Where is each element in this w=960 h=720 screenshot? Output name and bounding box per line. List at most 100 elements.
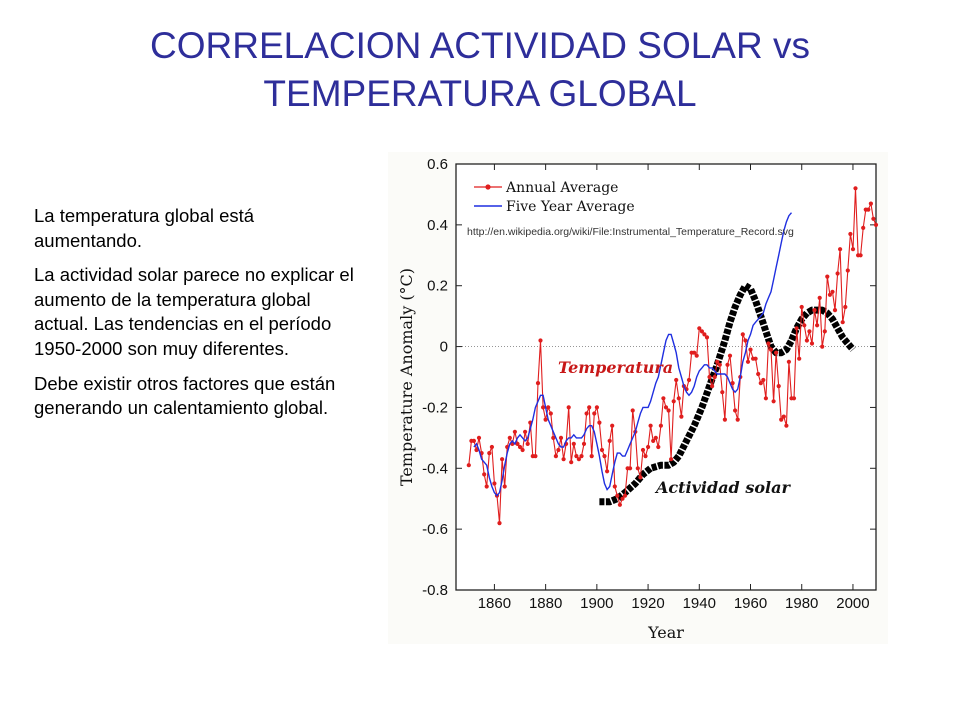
annual-point (476, 435, 482, 440)
annual-point (868, 201, 873, 206)
annual-point (771, 399, 776, 404)
annual-point (817, 295, 822, 300)
paragraph-1: La temperatura global está aumentando. (34, 205, 255, 251)
annual-point (520, 447, 525, 453)
annual-point (807, 329, 812, 334)
annual-point (871, 216, 876, 221)
annual-point (715, 359, 720, 364)
annual-point (592, 411, 597, 416)
legend-annual-label: Annual Average (505, 180, 618, 196)
annual-point (825, 274, 830, 279)
y-tick-label: -0.4 (422, 460, 448, 477)
annual-point (656, 444, 661, 450)
annual-point (802, 323, 807, 328)
annual-point (830, 289, 835, 294)
annual-point (848, 231, 853, 237)
x-tick-label: 1860 (478, 595, 511, 612)
annual-point (699, 329, 704, 334)
x-tick-label: 1880 (529, 595, 562, 612)
annual-point (543, 417, 548, 422)
annual-point (843, 304, 848, 310)
x-tick-label: 1900 (580, 595, 613, 612)
annual-point (630, 408, 635, 413)
annual-point (566, 405, 571, 410)
paragraph-2: La actividad solar parece no explicar el… (34, 264, 354, 359)
annual-point (735, 417, 740, 422)
annual-point (666, 408, 671, 413)
annual-point (845, 268, 850, 273)
x-tick-label: 2000 (836, 595, 869, 612)
annual-point (873, 222, 879, 227)
annual-point (758, 381, 763, 386)
annual-point (551, 435, 556, 440)
annual-point (548, 411, 553, 416)
annual-point (502, 484, 507, 489)
annual-point (804, 338, 809, 343)
annual-point (597, 420, 602, 425)
annual-point (820, 344, 825, 349)
annual-point (643, 454, 648, 459)
slide-title: CORRELACION ACTIVIDAD SOLAR vs TEMPERATU… (30, 22, 930, 118)
annual-point (558, 435, 564, 440)
annual-average-line (468, 188, 877, 524)
annual-point (628, 466, 633, 471)
annual-point (720, 390, 725, 395)
annual-point (492, 481, 497, 486)
annual-point (500, 457, 505, 462)
annual-point (553, 454, 558, 459)
x-tick-label: 1940 (683, 595, 716, 612)
series-annual-average (466, 186, 879, 526)
annual-point (474, 447, 479, 453)
annual-point (538, 338, 543, 343)
annual-point (727, 353, 733, 358)
annual-point (850, 247, 856, 252)
annual-point (663, 405, 669, 410)
annual-point (497, 521, 502, 526)
annual-point (730, 381, 735, 386)
annual-point (635, 466, 640, 471)
annual-point (571, 441, 576, 446)
annual-point (587, 405, 592, 410)
annotation-actividad-solar: Actividad solar (654, 478, 791, 497)
annual-point (661, 396, 666, 401)
annual-point (838, 247, 843, 252)
annual-point (489, 444, 494, 450)
annual-point (761, 377, 766, 383)
annual-point (853, 186, 858, 191)
annual-point (861, 225, 866, 230)
annual-point (546, 405, 551, 410)
y-tick-label: -0.2 (422, 399, 448, 416)
annual-point (822, 329, 827, 334)
annual-point (748, 347, 753, 352)
source-url: http://en.wikipedia.org/wiki/File:Instru… (467, 226, 794, 238)
text-body: La temperatura global está aumentando. L… (34, 204, 356, 431)
annual-point (866, 207, 871, 212)
annual-point (599, 447, 605, 453)
annual-point (466, 463, 471, 468)
annual-point (717, 362, 722, 367)
annual-point (835, 271, 840, 276)
annual-point (605, 469, 610, 474)
annual-point (569, 460, 574, 465)
annual-point (694, 353, 699, 358)
x-axis: 1860 1880 1900 1920 1940 1960 1980 2000 (478, 164, 870, 612)
annual-point (622, 493, 628, 498)
annual-point (812, 308, 817, 313)
annual-point (722, 417, 727, 422)
annual-point (671, 399, 676, 404)
annual-point (697, 326, 702, 331)
annual-point (692, 350, 697, 355)
annual-point (686, 377, 692, 383)
annotation-temperatura: Temperatura (558, 358, 673, 377)
annual-point (725, 362, 730, 367)
annual-point (525, 441, 530, 446)
y-tick-label: 0.4 (427, 217, 448, 234)
annual-point (794, 326, 799, 331)
annual-point (484, 484, 489, 489)
annual-point (840, 320, 845, 325)
annual-point (858, 253, 863, 258)
annual-point (702, 332, 707, 337)
annual-point (797, 356, 802, 361)
annual-point (743, 338, 748, 343)
annual-point (561, 457, 566, 462)
